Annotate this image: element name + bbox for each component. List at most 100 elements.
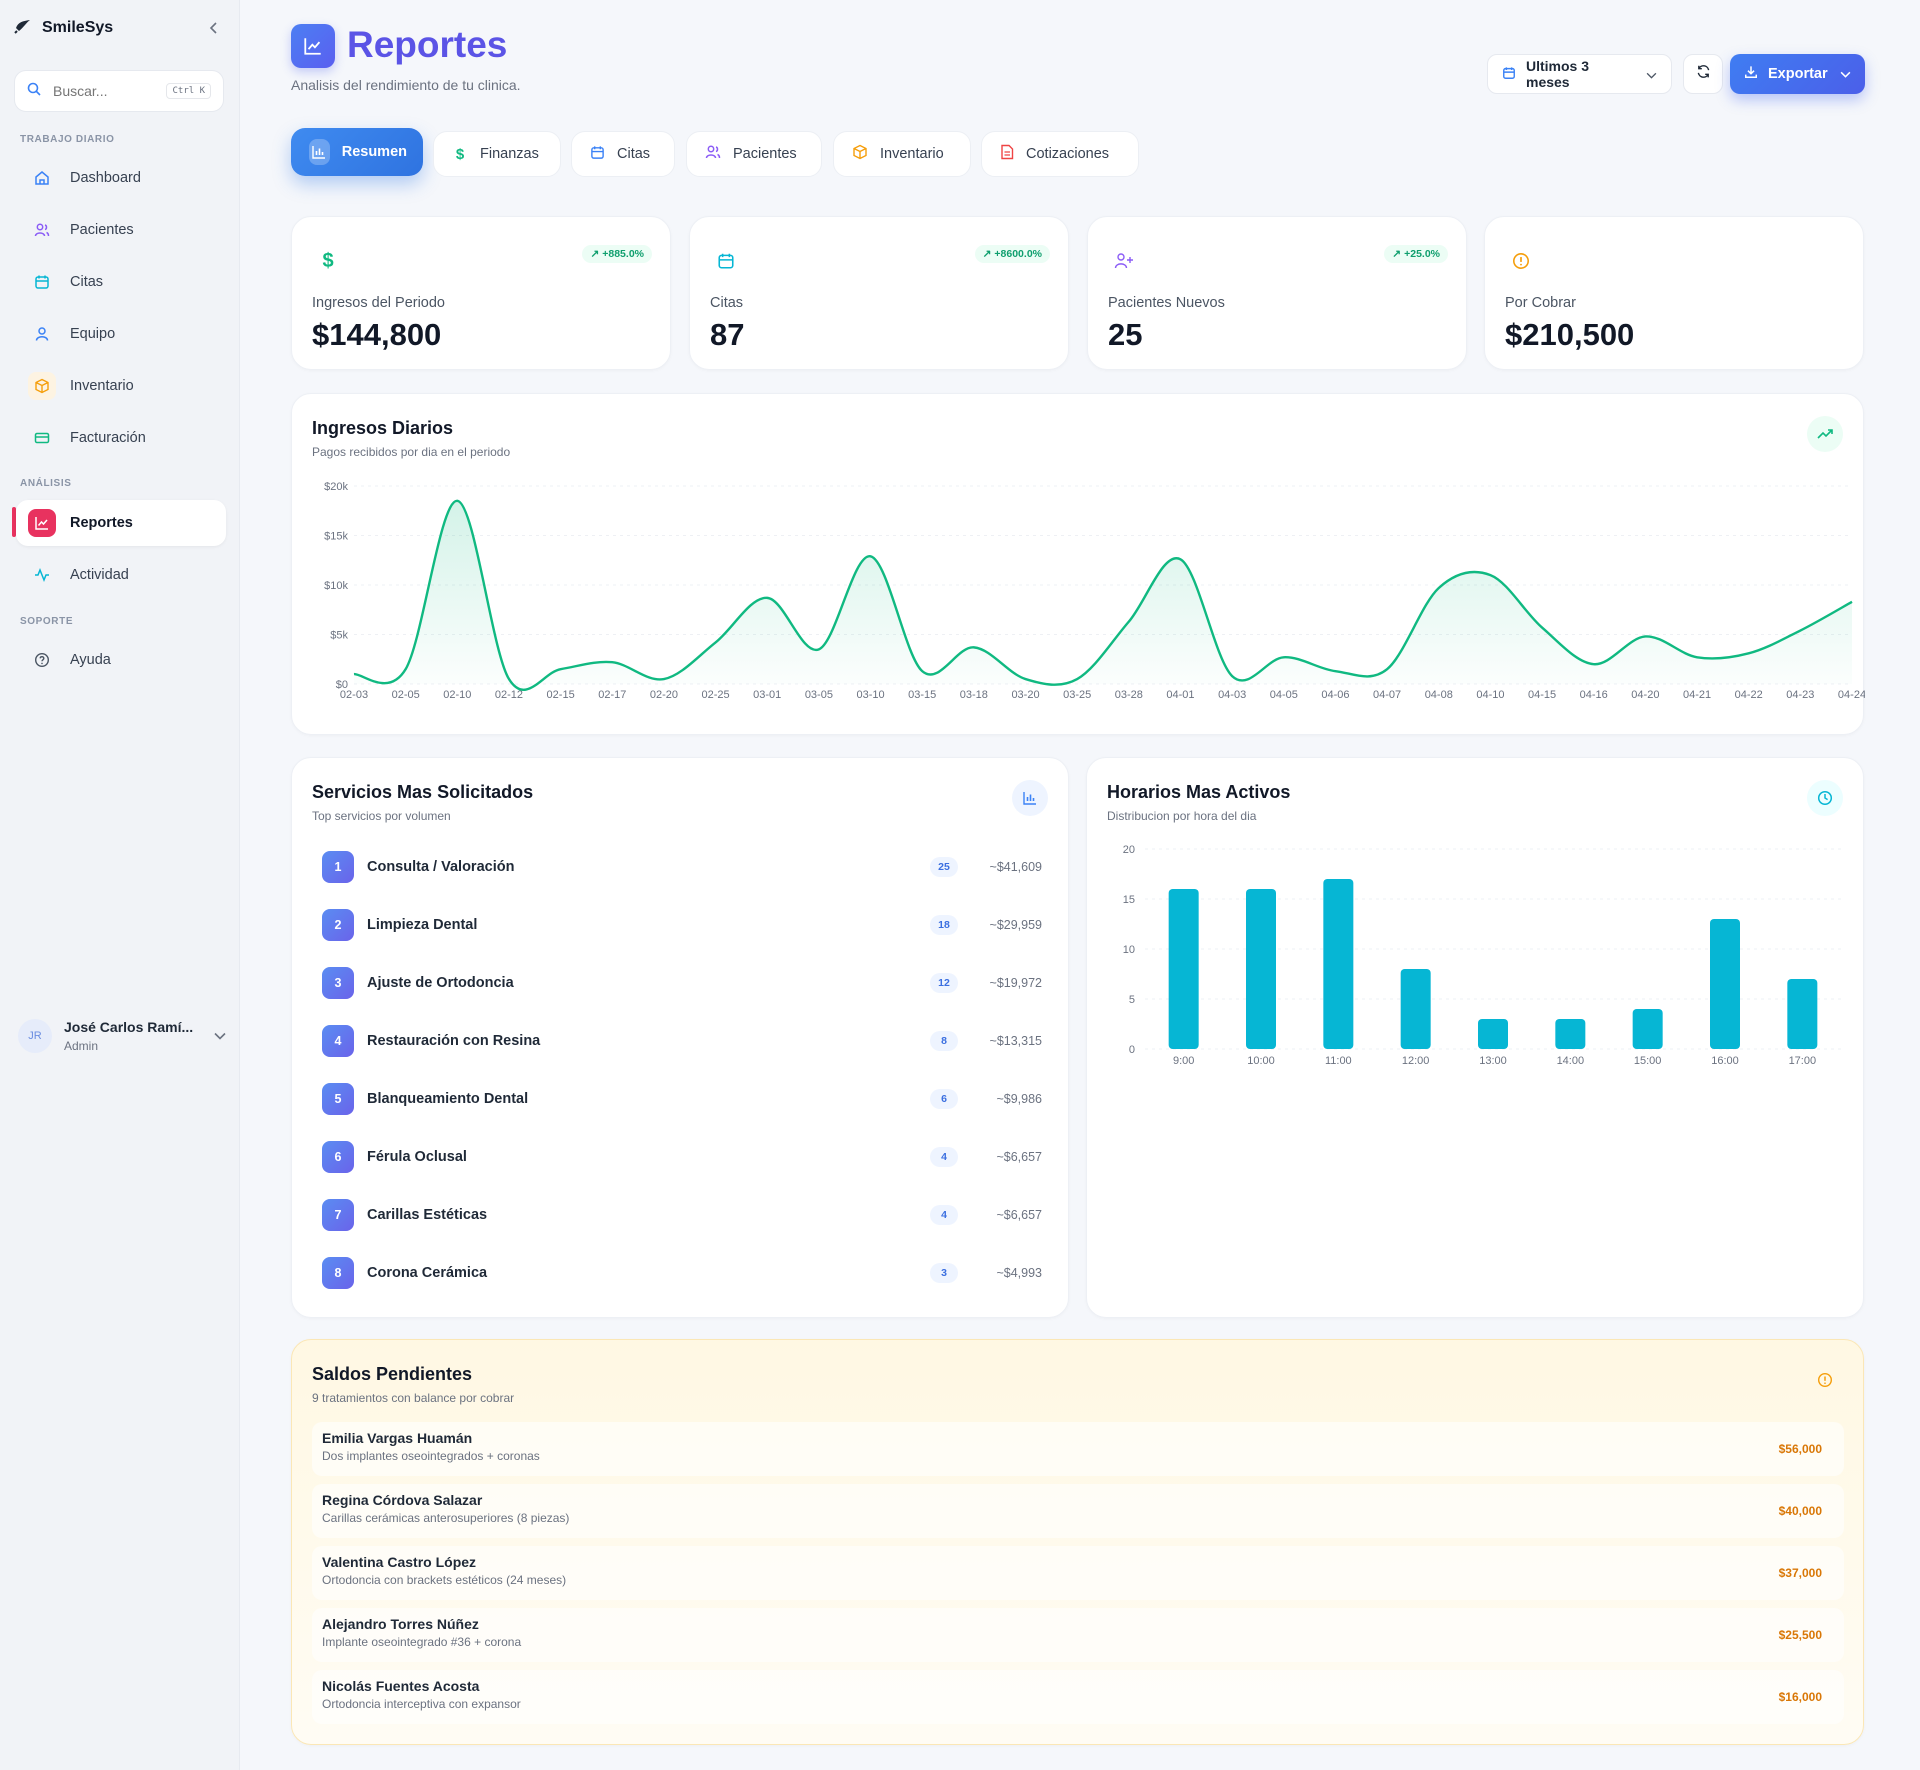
table-row[interactable]: Nicolás Fuentes Acosta Ortodoncia interce… — [312, 1670, 1844, 1724]
top-services-card: Servicios Mas Solicitados Top servicios … — [291, 757, 1069, 1318]
service-name: Limpieza Dental — [367, 917, 478, 933]
sidebar-item-inventario[interactable]: Inventario — [16, 363, 226, 409]
x-tick-label: 04-07 — [1373, 689, 1401, 701]
table-row[interactable]: Emilia Vargas Huamán Dos implantes oseoin… — [312, 1422, 1844, 1476]
users-icon — [705, 144, 721, 164]
sidebar-item-label: Pacientes — [70, 222, 134, 238]
list-item[interactable]: 6 Férula Oclusal 4 ~$6,657 — [322, 1140, 1042, 1174]
x-tick-label: 03-15 — [908, 689, 936, 701]
data-point — [456, 500, 458, 502]
service-amount: ~$6,657 — [996, 1208, 1042, 1222]
rank-badge: 6 — [322, 1141, 354, 1173]
y-tick-label: 20 — [1123, 844, 1135, 856]
credit-card-icon — [28, 424, 56, 452]
help-circle-icon — [28, 646, 56, 674]
sidebar-item-dashboard[interactable]: Dashboard — [16, 155, 226, 201]
bar — [1478, 1019, 1508, 1049]
sidebar-item-actividad[interactable]: Actividad — [16, 552, 226, 598]
table-row[interactable]: Regina Córdova Salazar Carillas cerámicas… — [312, 1484, 1844, 1538]
list-item[interactable]: 1 Consulta / Valoración 25 ~$41,609 — [322, 850, 1042, 884]
growth-badge: ↗ +25.0% — [1384, 245, 1448, 263]
chevron-down-icon — [1646, 66, 1657, 82]
growth-badge: ↗ +885.0% — [582, 245, 652, 263]
x-tick-label: 03-28 — [1115, 689, 1143, 701]
tab-citas[interactable]: Citas — [571, 131, 675, 177]
kpi-label: Ingresos del Periodo — [312, 295, 445, 311]
sidebar-item-equipo[interactable]: Equipo — [16, 311, 226, 357]
count-badge: 3 — [930, 1263, 958, 1283]
sidebar-item-ayuda[interactable]: Ayuda — [16, 637, 226, 683]
card-subtitle: Distribucion por hora del dia — [1107, 809, 1257, 823]
search-input[interactable] — [53, 83, 153, 99]
tab-pacientes[interactable]: Pacientes — [686, 131, 822, 177]
refresh-button[interactable] — [1683, 54, 1723, 94]
collapse-sidebar-icon[interactable] — [202, 16, 226, 40]
tab-resumen[interactable]: Resumen — [291, 128, 423, 176]
kpi-card-new-patients: ↗ +25.0% Pacientes Nuevos 25 — [1087, 216, 1467, 370]
users-icon — [28, 216, 56, 244]
tab-inventario[interactable]: Inventario — [833, 131, 971, 177]
kpi-value: $210,500 — [1505, 317, 1635, 352]
kpi-card-revenue: $ ↗ +885.0% Ingresos del Periodo $144,800 — [291, 216, 671, 370]
x-tick-label: 04-15 — [1528, 689, 1556, 701]
list-item[interactable]: 2 Limpieza Dental 18 ~$29,959 — [322, 908, 1042, 942]
trend-up-icon: ↗ — [590, 248, 600, 260]
search-box[interactable]: Ctrl K — [14, 70, 224, 112]
rank-badge: 3 — [322, 967, 354, 999]
activity-icon — [28, 561, 56, 589]
card-title: Horarios Mas Activos — [1107, 782, 1291, 802]
calendar-icon — [1502, 66, 1516, 83]
tab-cotizaciones[interactable]: Cotizaciones — [981, 131, 1139, 177]
service-amount: ~$4,993 — [996, 1266, 1042, 1280]
section-label-support: SOPORTE — [20, 616, 74, 627]
card-subtitle: Pagos recibidos por dia en el periodo — [312, 445, 511, 459]
active-indicator — [12, 507, 16, 537]
x-tick-label: 02-03 — [340, 689, 368, 701]
list-item[interactable]: 4 Restauración con Resina 8 ~$13,315 — [322, 1024, 1042, 1058]
export-button[interactable]: Exportar — [1730, 54, 1865, 94]
x-tick-label: 03-20 — [1011, 689, 1039, 701]
brand[interactable]: SmileSys — [14, 16, 226, 40]
bar-chart-icon — [1012, 780, 1048, 816]
count-badge: 12 — [930, 973, 958, 993]
count-badge: 4 — [930, 1205, 958, 1225]
list-item[interactable]: 5 Blanqueamiento Dental 6 ~$9,986 — [322, 1082, 1042, 1116]
x-tick-label: 03-01 — [753, 689, 781, 701]
x-tick-label: 02-17 — [598, 689, 626, 701]
date-range-select[interactable]: Ultimos 3 meses — [1487, 54, 1672, 94]
pending-balances-card: Saldos Pendientes 9 tratamientos con bal… — [291, 1339, 1864, 1745]
rank-badge: 7 — [322, 1199, 354, 1231]
trend-up-icon — [1807, 416, 1843, 452]
list-item[interactable]: 7 Carillas Estéticas 4 ~$6,657 — [322, 1198, 1042, 1232]
tab-label: Inventario — [880, 146, 944, 162]
table-row[interactable]: Alejandro Torres Núñez Implante oseointeg… — [312, 1608, 1844, 1662]
daily-revenue-chart: $0 $5k $10k $15k $20k 02-03 02-05 02-10 02-12 02-… — [324, 481, 1865, 701]
search-icon — [27, 82, 41, 101]
data-point — [1747, 652, 1749, 654]
user-name: José Carlos Ramí... — [64, 1019, 194, 1035]
data-point — [1696, 656, 1698, 658]
sidebar-item-label: Inventario — [70, 378, 134, 394]
table-row[interactable]: Valentina Castro López Ortodoncia con bra… — [312, 1546, 1844, 1600]
data-point — [1128, 620, 1130, 622]
sidebar-item-reportes[interactable]: Reportes — [16, 500, 226, 546]
x-tick-label: 04-03 — [1218, 689, 1246, 701]
user-menu[interactable]: JR José Carlos Ramí... Admin — [18, 1012, 226, 1060]
download-icon — [1744, 65, 1758, 83]
sidebar-item-pacientes[interactable]: Pacientes — [16, 207, 226, 253]
chevron-down-icon[interactable] — [214, 1027, 226, 1045]
kpi-label: Por Cobrar — [1505, 295, 1576, 311]
count-badge: 6 — [930, 1089, 958, 1109]
list-item[interactable]: 8 Corona Cerámica 3 ~$4,993 — [322, 1256, 1042, 1290]
list-item[interactable]: 3 Ajuste de Ortodoncia 12 ~$19,972 — [322, 966, 1042, 1000]
bar — [1555, 1019, 1586, 1049]
count-badge: 8 — [930, 1031, 958, 1051]
sidebar-item-facturacion[interactable]: Facturación — [16, 415, 226, 461]
sidebar-item-citas[interactable]: Citas — [16, 259, 226, 305]
service-amount: ~$13,315 — [989, 1034, 1042, 1048]
x-tick-label: 04-08 — [1425, 689, 1453, 701]
dollar-icon: $ — [455, 145, 465, 163]
tab-finanzas[interactable]: $ Finanzas — [433, 131, 561, 177]
data-point — [921, 670, 923, 672]
x-tick-label: 02-05 — [392, 689, 420, 701]
